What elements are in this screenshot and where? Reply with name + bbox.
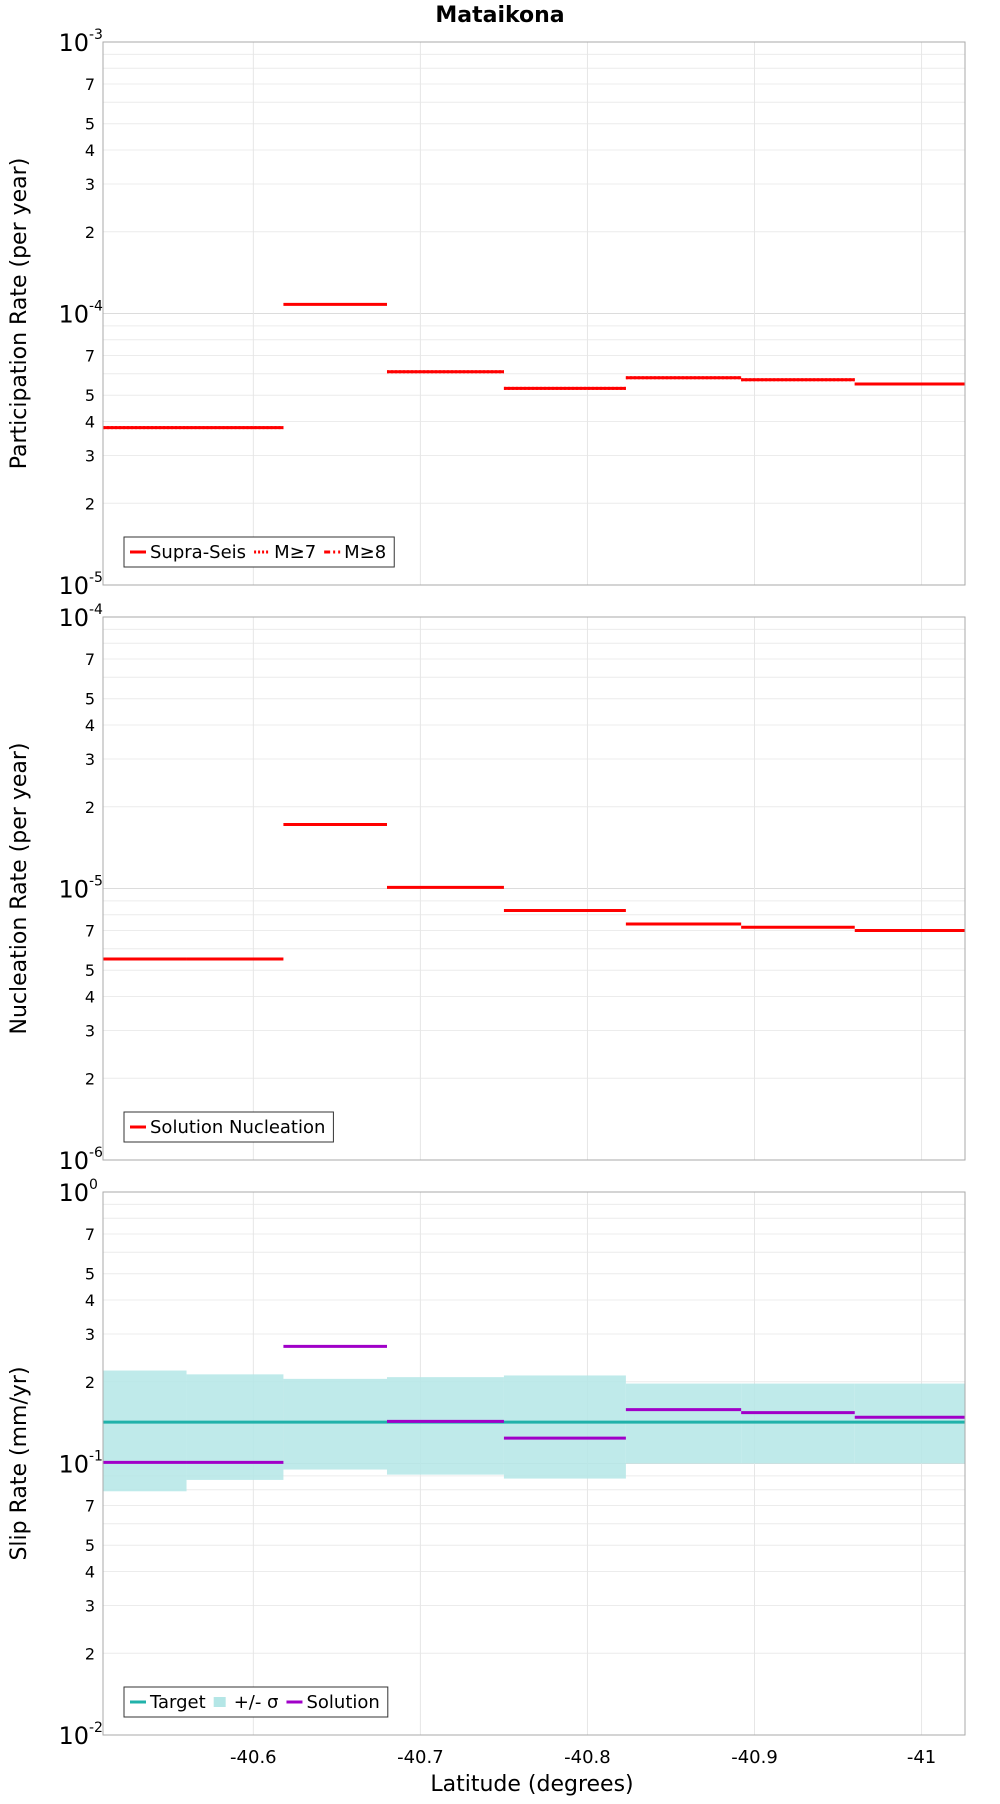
sigma-band [503,1375,626,1479]
x-axis-label: Latitude (degrees) [430,1772,633,1797]
legend-label: M≥7 [274,542,316,563]
y-tick-label: 7 [85,347,95,366]
sigma-band [386,1377,504,1475]
y-decade-label: 10 [58,572,89,600]
y-decade-label: 10 [58,604,89,632]
y-decade-label: 10 [58,301,89,329]
y-decade-exponent: -1 [89,1449,103,1465]
legend-label: Solution Nucleation [150,1117,325,1138]
y-tick-label: 7 [85,650,95,669]
y-tick-label: 2 [85,1373,95,1392]
sigma-band [103,1370,187,1492]
plot-frame [102,616,966,1161]
y-decade-exponent: -4 [89,299,103,315]
y-decade-exponent: -4 [89,602,103,618]
legend-label: Supra-Seis [150,542,246,563]
y-tick-label: 3 [85,446,95,465]
y-tick-label: 2 [85,1069,95,1088]
x-tick-label: -40.9 [731,1747,778,1768]
y-decade-label: 10 [58,1147,89,1175]
x-tick-label: -40.7 [397,1747,444,1768]
legend-background [124,1112,334,1142]
x-tick-label: -40.8 [564,1747,611,1768]
y-decade-label: 10 [58,1451,89,1479]
y-decade-label: 10 [58,1179,89,1207]
x-tick-label: -40.6 [230,1747,277,1768]
legend: Target +/- σ Solution [123,1686,389,1718]
y-tick-label: 7 [85,1225,95,1244]
legend-label: M≥8 [344,542,386,563]
legend-frame [123,1686,389,1718]
y-tick-label: 4 [85,413,95,432]
y-tick-label: 2 [85,798,95,817]
y-axis-label: Participation Rate (per year) [7,158,32,470]
y-decade-label: 10 [58,29,89,57]
y-tick-label: 5 [85,115,95,134]
y-tick-label: 5 [85,690,95,709]
y-tick-label: 5 [85,1536,95,1555]
y-decade-exponent: -6 [89,1145,103,1161]
y-tick-label: 2 [85,494,95,513]
y-decade-exponent: -5 [89,570,103,586]
y-tick-label: 4 [85,988,95,1007]
y-tick-label: 4 [85,716,95,735]
y-decade-exponent: -5 [89,874,103,890]
legend-background [124,1687,388,1717]
y-decade-exponent: 0 [89,1177,98,1193]
legend: Supra-Seis M≥7 M≥8 [123,536,395,568]
y-tick-label: 3 [85,1596,95,1615]
plot-frame [102,1191,966,1736]
legend: Solution Nucleation [123,1111,334,1143]
y-tick-label: 5 [85,1265,95,1284]
legend-label: Solution [306,1692,379,1713]
legend-label: Target [149,1692,206,1713]
y-tick-label: 4 [85,141,95,160]
legend-frame [123,536,395,568]
y-decade-label: 10 [58,1722,89,1750]
y-decade-label: 10 [58,876,89,904]
y-axis-label: Slip Rate (mm/yr) [7,1366,32,1560]
y-tick-label: 3 [85,1325,95,1344]
legend-label: +/- σ [234,1692,279,1713]
x-tick-label: -41 [907,1747,936,1768]
sigma-band [186,1374,284,1480]
y-tick-label: 5 [85,961,95,980]
y-tick-label: 4 [85,1563,95,1582]
y-tick-label: 7 [85,1497,95,1516]
y-tick-label: 2 [85,1644,95,1663]
y-decade-exponent: -3 [89,27,103,43]
y-tick-label: 5 [85,386,95,405]
plot-frame [102,41,966,586]
y-tick-label: 2 [85,223,95,242]
y-tick-label: 7 [85,75,95,94]
y-tick-label: 7 [85,922,95,941]
y-tick-label: 3 [85,1021,95,1040]
y-tick-label: 3 [85,175,95,194]
sigma-band [283,1378,387,1470]
y-tick-label: 3 [85,750,95,769]
y-axis-label: Nucleation Rate (per year) [7,743,32,1035]
legend-swatch [213,1697,226,1707]
y-tick-label: 4 [85,1291,95,1310]
chart-title: Mataikona [435,3,564,28]
y-decade-exponent: -2 [89,1720,103,1736]
legend-frame [123,1111,334,1143]
